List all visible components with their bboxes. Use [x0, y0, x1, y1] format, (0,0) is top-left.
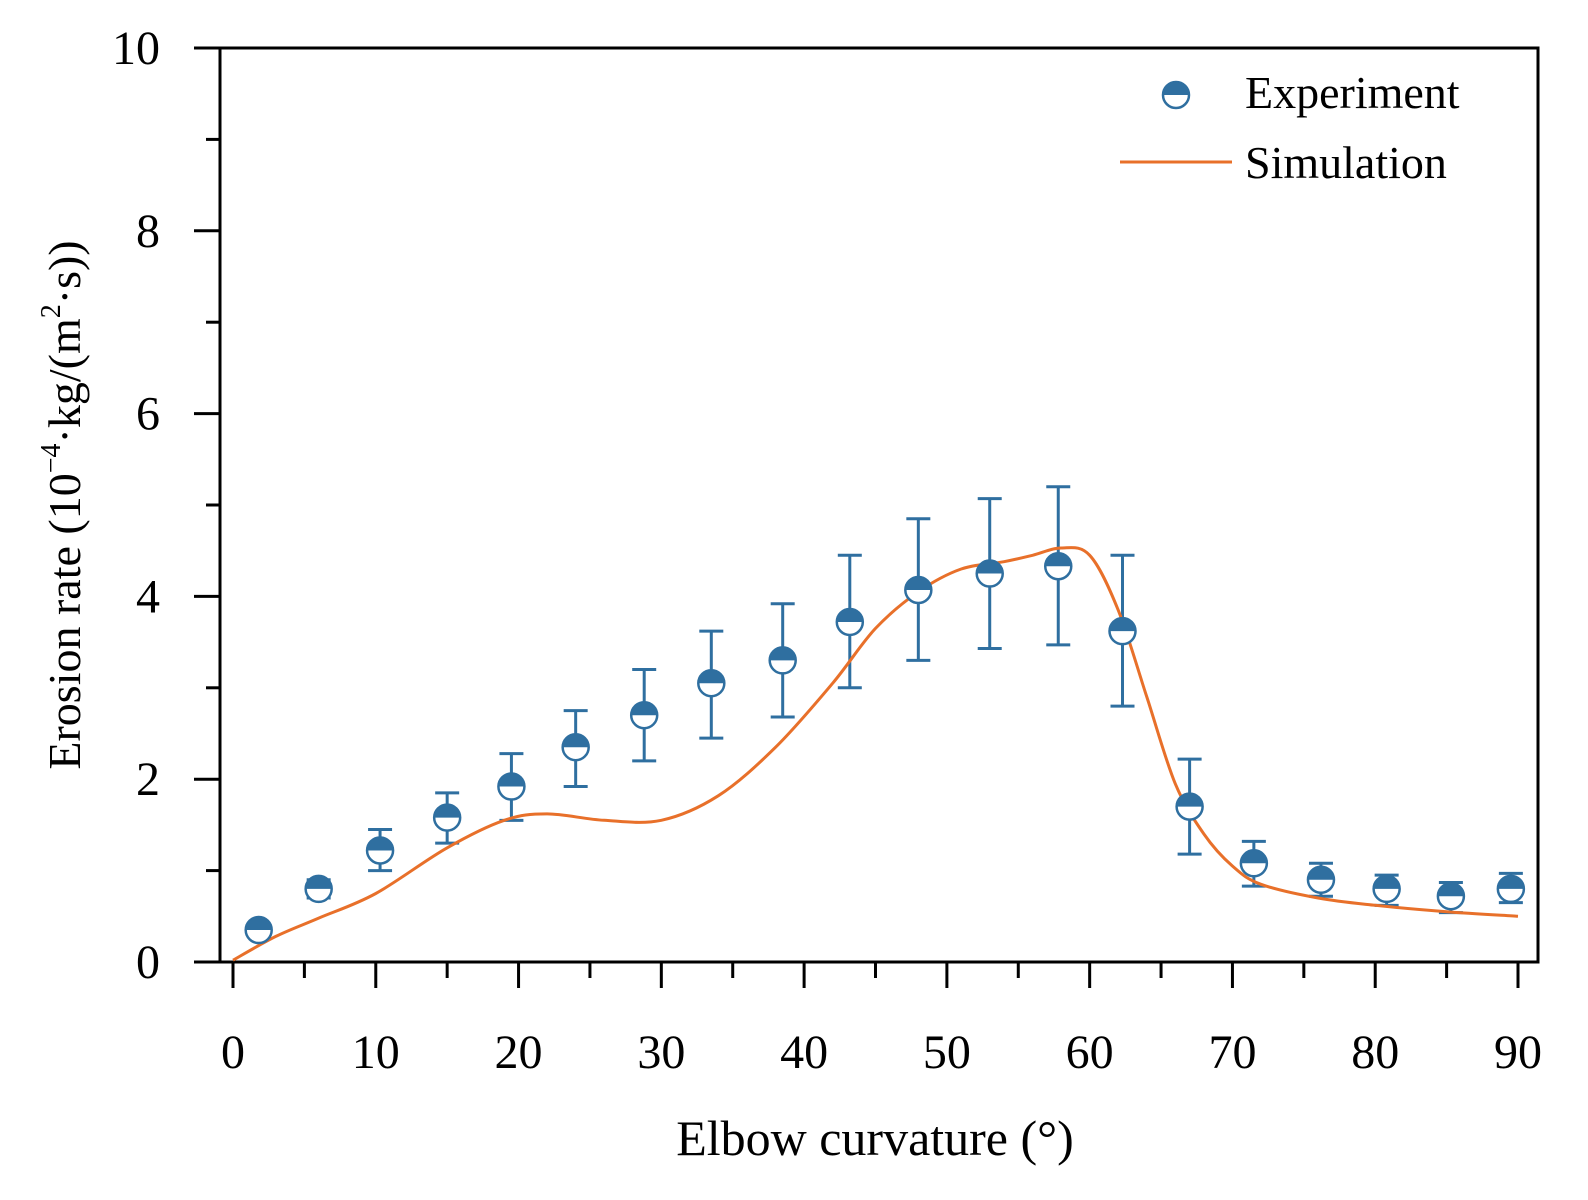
marker-fill	[245, 917, 272, 931]
y-label-exponent: −4	[36, 443, 67, 473]
experiment-error-bars	[306, 485, 1523, 915]
marker-fill	[1240, 850, 1267, 864]
y-label-exponent-2: 2	[36, 304, 67, 318]
y-axis-label: Erosion rate (10−4·kg/(m2·s))	[36, 240, 90, 769]
x-tick-label: 60	[1066, 1026, 1114, 1079]
marker-fill	[305, 875, 332, 889]
legend: Experiment Simulation	[1120, 67, 1460, 188]
marker-fill	[562, 734, 589, 748]
y-tick-label: 10	[112, 22, 160, 75]
x-tick-label: 20	[495, 1026, 543, 1079]
y-label-mid: ·kg/(m	[39, 318, 90, 443]
y-tick-label: 6	[136, 388, 160, 441]
experiment-point	[497, 772, 526, 801]
experiment-point	[365, 836, 395, 865]
experiment-point	[1175, 792, 1204, 821]
marker-fill	[698, 670, 725, 684]
y-label-prefix: Erosion rate (10	[39, 473, 90, 769]
experiment-point	[975, 559, 1004, 588]
experiment-point	[697, 668, 726, 698]
simulation-line	[232, 546, 1519, 962]
y-axis-ticks	[194, 46, 220, 964]
x-tick-label: 30	[637, 1026, 685, 1079]
experiment-point	[1108, 616, 1137, 646]
legend-experiment-marker	[1161, 80, 1191, 110]
x-axis-tick-labels: 0 10 20 30 40 50 60 70 80 90	[221, 1026, 1542, 1079]
experiment-point	[1306, 865, 1336, 894]
y-tick-label: 2	[136, 753, 160, 806]
marker-fill	[434, 804, 461, 818]
marker-fill	[1045, 553, 1072, 567]
marker-fill	[1163, 82, 1189, 95]
x-tick-label: 40	[780, 1026, 828, 1079]
x-tick-label: 10	[352, 1026, 400, 1079]
experiment-point	[768, 646, 797, 675]
y-tick-label: 8	[136, 205, 160, 258]
x-tick-label: 80	[1351, 1026, 1399, 1079]
marker-fill	[498, 773, 525, 787]
experiment-point	[1239, 849, 1269, 878]
y-label-suffix: ·s))	[39, 240, 90, 304]
experiment-points	[244, 551, 1526, 945]
marker-fill	[1109, 618, 1136, 632]
experiment-point	[1436, 881, 1466, 911]
marker-fill	[1497, 875, 1524, 889]
experiment-point	[1044, 551, 1073, 581]
x-tick-label: 50	[923, 1026, 971, 1079]
marker-fill	[631, 702, 658, 716]
experiment-point	[835, 607, 865, 637]
legend-experiment-label: Experiment	[1245, 67, 1460, 118]
experiment-point	[244, 915, 273, 945]
marker-fill	[905, 577, 932, 591]
experiment-point	[561, 732, 590, 762]
y-axis-tick-labels: 0 2 4 6 8 10	[112, 22, 160, 989]
x-tick-label: 0	[221, 1026, 245, 1079]
marker-fill	[1437, 883, 1464, 897]
marker-fill	[1373, 875, 1400, 889]
marker-fill	[769, 647, 796, 661]
experiment-point	[629, 700, 659, 730]
experiment-point	[432, 803, 462, 832]
y-tick-label: 4	[136, 570, 160, 623]
marker-fill	[367, 837, 394, 851]
y-tick-label: 0	[136, 936, 160, 989]
marker-fill	[1307, 866, 1334, 880]
x-axis-label: Elbow curvature (°)	[676, 1110, 1074, 1166]
experiment-point	[304, 874, 333, 904]
legend-simulation-label: Simulation	[1245, 137, 1447, 188]
marker-fill	[976, 560, 1003, 574]
experiment-point	[1496, 874, 1526, 904]
x-tick-label: 90	[1494, 1026, 1542, 1079]
experiment-point	[1372, 874, 1401, 904]
x-axis-ticks	[231, 962, 1520, 988]
experiment-point	[904, 575, 933, 605]
marker-fill	[836, 608, 863, 622]
marker-fill	[1176, 793, 1203, 807]
x-tick-label: 70	[1208, 1026, 1256, 1079]
